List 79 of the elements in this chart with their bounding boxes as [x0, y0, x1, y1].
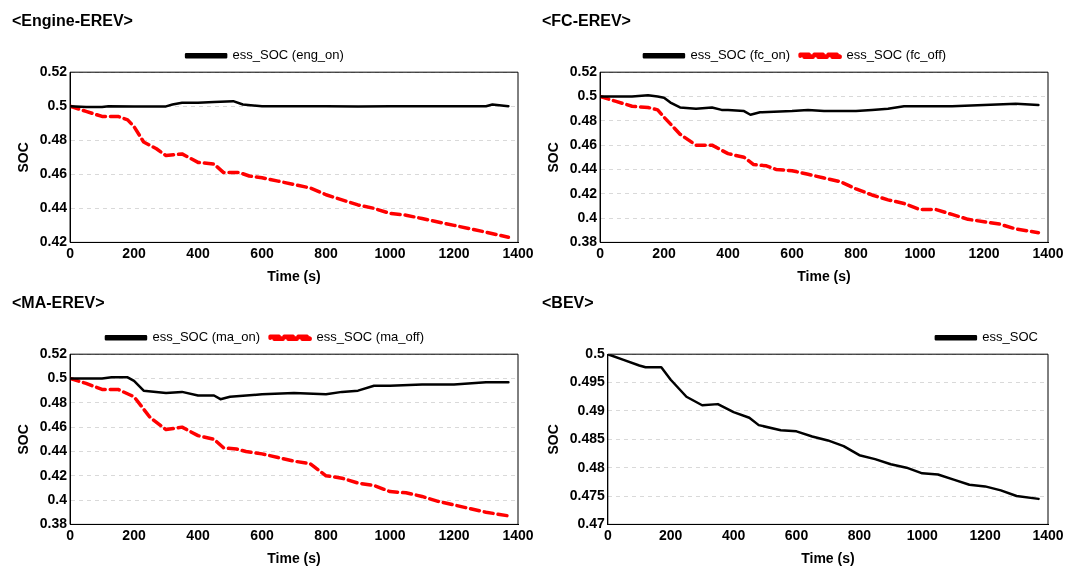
- y-axis-title: SOC: [15, 142, 32, 173]
- y-tick-label: 0.5: [585, 345, 606, 362]
- x-tick-label: 1200: [969, 526, 1001, 543]
- y-tick-label: 0.48: [577, 458, 606, 475]
- x-tick-label: 200: [122, 526, 146, 543]
- y-tick-label: 0.495: [569, 373, 606, 390]
- y-tick-label: 0.42: [39, 466, 68, 483]
- x-tick-label: 0: [66, 526, 75, 543]
- y-tick-label: 0.485: [569, 430, 606, 447]
- y-tick-label: 0.42: [569, 184, 598, 201]
- x-tick-label: 800: [844, 244, 868, 261]
- y-tick-label: 0.38: [39, 515, 68, 532]
- x-tick-label: 600: [250, 526, 274, 543]
- x-axis-title: Time (s): [267, 550, 321, 567]
- y-tick-label: 0.52: [569, 63, 598, 80]
- y-tick-label: 0.48: [569, 111, 598, 128]
- chart-title: <MA-EREV>: [12, 294, 105, 312]
- legend-label: ess_SOC (fc_off): [846, 47, 947, 63]
- y-tick-label: 0.48: [39, 131, 68, 148]
- legend-label: ess_SOC: [982, 329, 1039, 345]
- y-tick-label: 0.44: [569, 160, 598, 177]
- x-tick-label: 400: [186, 526, 210, 543]
- y-tick-label: 0.47: [577, 515, 606, 532]
- x-tick-label: 800: [314, 526, 338, 543]
- x-tick-label: 600: [250, 244, 274, 261]
- x-tick-label: 600: [784, 526, 809, 543]
- x-axis-title: Time (s): [801, 550, 855, 567]
- y-tick-label: 0.5: [47, 97, 68, 114]
- y-axis-title: SOC: [545, 424, 562, 455]
- x-tick-label: 1000: [374, 526, 406, 543]
- y-tick-label: 0.4: [577, 208, 598, 225]
- y-axis-title: SOC: [15, 424, 32, 455]
- x-tick-label: 1400: [502, 244, 534, 261]
- y-axis-title: SOC: [545, 142, 562, 173]
- x-tick-label: 1200: [968, 244, 1000, 261]
- y-tick-label: 0.38: [569, 233, 598, 250]
- legend-label: ess_SOC (eng_on): [232, 47, 344, 63]
- x-tick-label: 200: [659, 526, 683, 543]
- legend-label: ess_SOC (ma_off): [316, 329, 425, 345]
- x-tick-label: 400: [186, 244, 210, 261]
- x-tick-label: 0: [603, 526, 612, 543]
- y-tick-label: 0.46: [569, 136, 598, 152]
- y-tick-label: 0.46: [39, 418, 68, 434]
- y-tick-label: 0.4: [47, 490, 68, 507]
- x-tick-label: 1000: [906, 526, 939, 543]
- x-tick-label: 200: [122, 244, 146, 261]
- chart-title: <Engine-EREV>: [12, 12, 133, 30]
- y-tick-label: 0.46: [39, 165, 68, 182]
- chart-title: <FC-EREV>: [542, 12, 631, 30]
- y-tick-label: 0.42: [39, 233, 68, 250]
- chart-title: <BEV>: [542, 294, 594, 312]
- legend-label: ess_SOC (fc_on): [690, 47, 791, 63]
- x-tick-label: 800: [847, 526, 872, 543]
- x-axis-title: Time (s): [267, 268, 321, 285]
- x-tick-label: 600: [780, 244, 804, 261]
- legend-label: ess_SOC (ma_on): [152, 329, 261, 345]
- y-tick-label: 0.475: [569, 486, 606, 503]
- x-tick-label: 800: [314, 244, 338, 261]
- x-tick-label: 1200: [438, 244, 470, 261]
- x-tick-label: 400: [721, 526, 746, 543]
- x-tick-label: 200: [652, 244, 676, 261]
- y-tick-label: 0.52: [39, 63, 68, 80]
- y-tick-label: 0.44: [39, 442, 68, 459]
- x-tick-label: 400: [716, 244, 740, 261]
- y-tick-label: 0.49: [577, 401, 606, 418]
- x-tick-label: 1400: [1032, 526, 1064, 543]
- y-tick-label: 0.5: [577, 87, 598, 104]
- y-tick-label: 0.52: [39, 345, 68, 362]
- x-axis-title: Time (s): [797, 268, 851, 285]
- x-tick-label: 1000: [904, 244, 936, 261]
- y-tick-label: 0.48: [39, 393, 68, 410]
- x-tick-label: 0: [66, 244, 75, 261]
- x-tick-label: 0: [596, 244, 605, 261]
- y-tick-label: 0.5: [47, 369, 68, 386]
- x-tick-label: 1400: [1032, 244, 1064, 261]
- y-tick-label: 0.44: [39, 199, 68, 216]
- x-tick-label: 1200: [438, 526, 470, 543]
- x-tick-label: 1000: [374, 244, 406, 261]
- x-tick-label: 1400: [502, 526, 534, 543]
